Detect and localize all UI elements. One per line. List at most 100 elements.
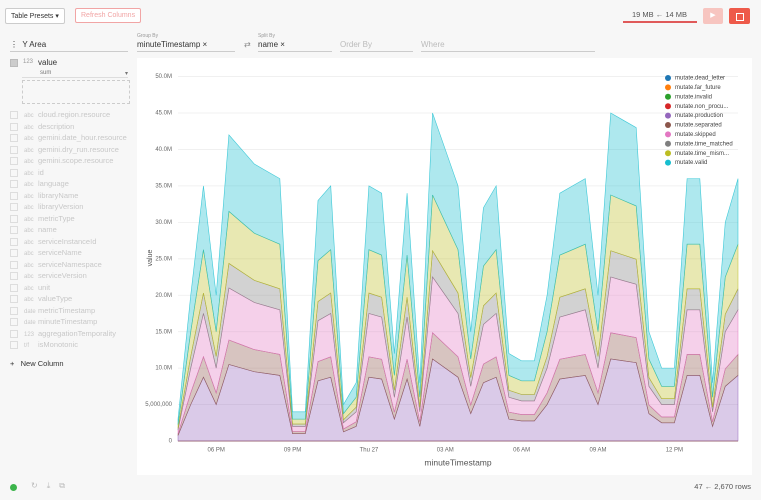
column-checkbox[interactable] — [10, 260, 18, 269]
plugin-select[interactable]: ⋮ Y Area — [10, 40, 128, 52]
refresh-columns-button[interactable]: Refresh Columns — [75, 8, 142, 23]
aggregate-select[interactable]: sum ▾ — [22, 70, 128, 78]
split-by-label: Split By — [258, 33, 275, 39]
legend-swatch — [665, 84, 671, 91]
column-checkbox[interactable] — [10, 134, 18, 143]
column-type: date — [24, 308, 36, 315]
group-by-field[interactable]: minuteTimestamp × — [137, 40, 235, 52]
column-item[interactable]: abc name — [10, 225, 57, 235]
new-column-button[interactable]: + New Column — [10, 359, 64, 368]
column-type: abc — [24, 113, 34, 119]
column-item[interactable]: abc language — [10, 179, 69, 189]
y-tick-label: 50.0M — [155, 74, 172, 80]
column-item[interactable]: abc serviceVersion — [10, 271, 87, 281]
column-checkbox[interactable] — [10, 295, 18, 304]
legend-label: mutate.far_future — [675, 85, 721, 91]
legend-label: mutate.invalid — [675, 94, 712, 100]
table-presets-button[interactable]: Table Presets ▾ — [5, 8, 65, 24]
legend-label: mutate.dead_letter — [675, 76, 725, 82]
plugin-name: Y Area — [22, 40, 47, 49]
column-type: abc — [24, 170, 34, 177]
split-by-field[interactable]: name × — [258, 40, 332, 52]
column-name: metricTimestamp — [38, 305, 96, 315]
column-item[interactable]: date minuteTimestamp — [10, 317, 98, 327]
legend-swatch — [665, 112, 671, 119]
drop-zone[interactable] — [22, 80, 130, 104]
column-checkbox[interactable] — [10, 329, 18, 338]
column-type: abc — [24, 159, 34, 165]
swap-icon[interactable]: ⇄ — [244, 40, 251, 49]
column-item[interactable]: abc libraryVersion — [10, 202, 83, 212]
row-count: 47 ← 2,670 rows — [694, 482, 751, 491]
x-tick-label: Thu 27 — [360, 448, 379, 454]
column-checkbox[interactable] — [10, 237, 18, 246]
column-item[interactable]: abc valueType — [10, 294, 73, 304]
memory-usage: 19 MB ← 14 MB — [632, 10, 688, 19]
column-name: serviceVersion — [38, 271, 87, 280]
column-checkbox[interactable] — [10, 306, 18, 315]
column-checkbox[interactable] — [10, 318, 18, 327]
legend-swatch — [665, 140, 671, 147]
column-item[interactable]: abc serviceNamespace — [10, 260, 102, 269]
column-checkbox[interactable] — [10, 272, 18, 281]
column-name: libraryName — [38, 190, 79, 200]
column-type: 123 — [24, 331, 35, 338]
column-type: abc — [24, 193, 34, 200]
column-checkbox[interactable] — [10, 180, 18, 189]
column-item[interactable]: abc cloud.region.resource — [10, 110, 110, 120]
column-checkbox[interactable] — [10, 214, 18, 223]
x-tick-label: 06 AM — [513, 448, 530, 454]
play-button[interactable]: ▶ — [703, 8, 723, 24]
column-type: t/f — [24, 343, 30, 349]
column-checkbox[interactable] — [10, 191, 18, 200]
column-item[interactable]: abc serviceName — [10, 248, 82, 258]
column-type: abc — [24, 205, 34, 211]
x-tick-label: 03 AM — [437, 448, 454, 454]
column-item[interactable]: t/f isMonotonic — [10, 340, 78, 350]
column-checkbox[interactable] — [10, 145, 18, 154]
column-item[interactable]: abc description — [10, 122, 74, 131]
column-type: abc — [24, 274, 34, 280]
active-checkbox[interactable] — [10, 59, 18, 67]
y-tick-label: 25.0M — [155, 256, 172, 262]
column-name: minuteTimestamp — [38, 317, 98, 326]
column-type: abc — [24, 147, 34, 154]
y-tick-label: 5,000,000 — [145, 402, 172, 408]
x-tick-label: 12 PM — [666, 448, 683, 454]
stop-button[interactable] — [729, 8, 750, 24]
y-tick-label: 45.0M — [155, 111, 172, 117]
column-type: abc — [24, 228, 34, 234]
column-item[interactable]: abc gemini.date_hour.resource — [10, 133, 127, 143]
legend-label: mutate.separated — [675, 123, 722, 129]
where-field[interactable]: Where — [421, 40, 595, 52]
column-checkbox[interactable] — [10, 249, 18, 258]
column-name: name — [38, 225, 57, 234]
column-item[interactable]: abc serviceInstanceId — [10, 237, 96, 246]
column-item[interactable]: abc id — [10, 168, 44, 177]
column-name: valueType — [38, 294, 73, 303]
column-item[interactable]: 123 aggregationTemporality — [10, 329, 116, 338]
column-checkbox[interactable] — [10, 283, 18, 292]
column-checkbox[interactable] — [10, 168, 18, 177]
column-checkbox[interactable] — [10, 203, 18, 212]
legend-swatch — [665, 159, 671, 166]
order-by-field[interactable]: Order By — [340, 40, 413, 52]
aggregate-value: sum — [40, 70, 52, 76]
column-item[interactable]: abc gemini.scope.resource — [10, 156, 113, 166]
column-checkbox[interactable] — [10, 226, 18, 235]
legend-label: mutate.skipped — [675, 132, 716, 138]
area — [177, 112, 739, 425]
column-checkbox[interactable] — [10, 341, 18, 350]
column-item[interactable]: date metricTimestamp — [10, 306, 95, 315]
y-tick-label: 40.0M — [155, 147, 172, 153]
column-item[interactable]: abc libraryName — [10, 191, 78, 200]
footer-icons[interactable]: ↻⤓⧉ — [31, 481, 74, 490]
column-checkbox[interactable] — [10, 157, 18, 166]
column-checkbox[interactable] — [10, 111, 18, 120]
column-item[interactable]: abc unit — [10, 283, 50, 292]
column-item[interactable]: abc metricType — [10, 214, 75, 223]
legend-swatch — [665, 103, 671, 110]
column-item[interactable]: abc gemini.dry_run.resource — [10, 145, 119, 154]
column-checkbox[interactable] — [10, 122, 18, 131]
